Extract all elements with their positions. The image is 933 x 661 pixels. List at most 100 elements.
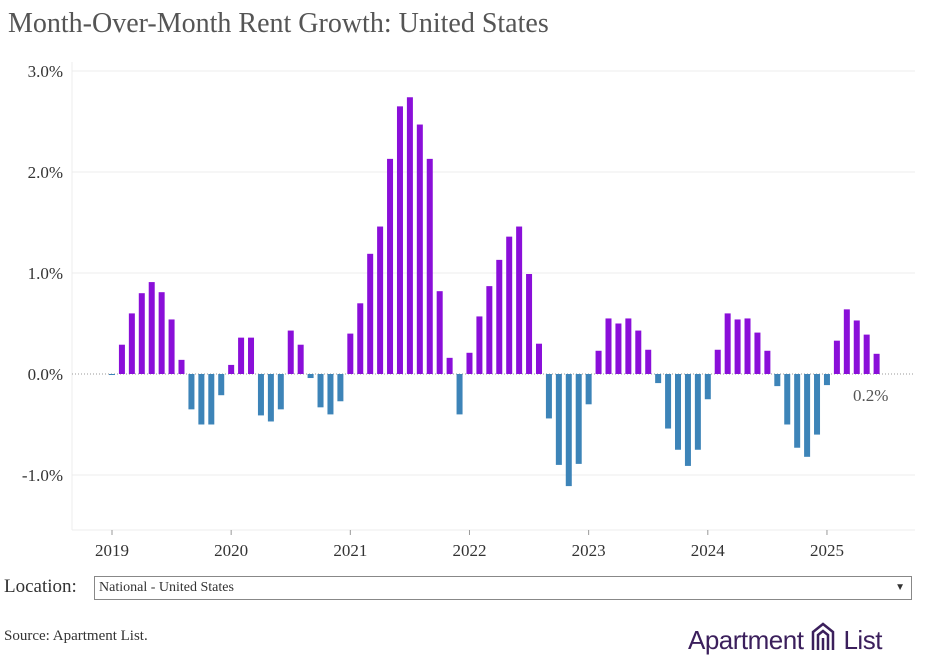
bar[interactable] (814, 374, 821, 435)
bar[interactable] (267, 374, 274, 422)
bar[interactable] (257, 374, 264, 416)
x-tick-label: 2023 (572, 541, 606, 560)
bar[interactable] (456, 374, 463, 415)
bar[interactable] (238, 337, 245, 374)
bar[interactable] (665, 374, 672, 429)
bar[interactable] (406, 97, 413, 374)
bar[interactable] (277, 374, 284, 410)
bar[interactable] (565, 374, 572, 487)
bar[interactable] (218, 374, 225, 396)
bar[interactable] (307, 374, 314, 379)
bar[interactable] (416, 124, 423, 374)
bar[interactable] (764, 350, 771, 374)
bar[interactable] (148, 282, 155, 374)
chevron-down-icon: ▼ (895, 582, 905, 593)
bar[interactable] (873, 353, 880, 374)
bar[interactable] (367, 253, 374, 374)
bar[interactable] (655, 374, 662, 384)
bar[interactable] (863, 334, 870, 374)
y-tick-label: 1.0% (28, 264, 63, 283)
chart-title: Month-Over-Month Rent Growth: United Sta… (8, 8, 549, 39)
bar[interactable] (436, 291, 443, 374)
bar-chart: 3.0% 2.0% 1.0% 0.0% -1.0% 2019 2020 2021 2022 202… (22, 62, 915, 560)
bar[interactable] (327, 374, 334, 415)
location-dropdown[interactable]: National - United States ▼ (94, 576, 912, 600)
y-tick-label: -1.0% (22, 466, 63, 485)
bar[interactable] (317, 374, 324, 408)
bar[interactable] (466, 352, 473, 374)
location-dropdown-value: National - United States (99, 580, 234, 595)
bar[interactable] (605, 318, 612, 374)
bar[interactable] (794, 374, 801, 448)
bar[interactable] (734, 319, 741, 374)
bar[interactable] (645, 349, 652, 374)
bar[interactable] (287, 330, 294, 374)
bar[interactable] (118, 344, 125, 374)
bar[interactable] (784, 374, 791, 425)
bar[interactable] (178, 359, 185, 374)
apartment-list-logo[interactable]: Apartment List (688, 620, 882, 661)
bar[interactable] (774, 374, 781, 387)
bar[interactable] (575, 374, 582, 464)
bar[interactable] (297, 344, 304, 374)
data-label-latest: 0.2% (853, 386, 888, 405)
source-note: Source: Apartment List. (4, 628, 148, 644)
bar[interactable] (516, 226, 523, 374)
bar[interactable] (823, 374, 830, 386)
logo-word-apartment: Apartment (688, 625, 804, 655)
bar[interactable] (476, 316, 483, 374)
bar[interactable] (585, 374, 592, 405)
bar[interactable] (545, 374, 552, 419)
bar[interactable] (228, 364, 235, 374)
bar[interactable] (496, 259, 503, 374)
axes: 3.0% 2.0% 1.0% 0.0% -1.0% 2019 2020 2021 2022 202… (22, 62, 889, 560)
bar[interactable] (595, 350, 602, 374)
logo-word-list: List (843, 625, 882, 655)
bar[interactable] (615, 323, 622, 375)
x-tick-label: 2020 (214, 541, 248, 560)
bar[interactable] (853, 320, 860, 374)
bar[interactable] (426, 158, 433, 374)
bar[interactable] (347, 333, 354, 374)
bar[interactable] (198, 374, 205, 425)
bar[interactable] (109, 374, 115, 376)
bar[interactable] (396, 106, 403, 374)
bar[interactable] (486, 286, 493, 374)
bar[interactable] (843, 309, 850, 374)
bar[interactable] (248, 337, 255, 374)
bar[interactable] (684, 374, 691, 466)
bar[interactable] (446, 357, 453, 374)
bar[interactable] (724, 313, 731, 374)
location-filter-label: Location: (4, 576, 77, 597)
bar[interactable] (506, 236, 513, 374)
x-tick-label: 2025 (810, 541, 844, 560)
bar[interactable] (714, 349, 721, 374)
bar[interactable] (555, 374, 562, 465)
bar[interactable] (357, 303, 364, 374)
bar[interactable] (704, 374, 711, 400)
logo-mark-icon (809, 620, 837, 661)
bar[interactable] (138, 293, 145, 374)
bar[interactable] (337, 374, 344, 402)
x-tick-label: 2022 (452, 541, 486, 560)
bar[interactable] (158, 292, 165, 374)
bar[interactable] (535, 343, 542, 374)
bar[interactable] (128, 313, 135, 374)
bar[interactable] (694, 374, 701, 450)
bar[interactable] (208, 374, 215, 425)
bar[interactable] (526, 274, 533, 374)
gridlines (71, 62, 915, 531)
x-tick-label: 2024 (691, 541, 726, 560)
y-tick-label: 3.0% (28, 62, 63, 81)
bar[interactable] (754, 332, 761, 374)
bar[interactable] (635, 330, 642, 374)
bar[interactable] (625, 318, 632, 374)
bar[interactable] (377, 226, 384, 374)
bar[interactable] (804, 374, 811, 457)
bar[interactable] (387, 158, 394, 374)
bar[interactable] (188, 374, 195, 410)
bar[interactable] (833, 340, 840, 374)
bar[interactable] (744, 318, 751, 374)
bar[interactable] (675, 374, 682, 450)
bar[interactable] (168, 319, 175, 374)
